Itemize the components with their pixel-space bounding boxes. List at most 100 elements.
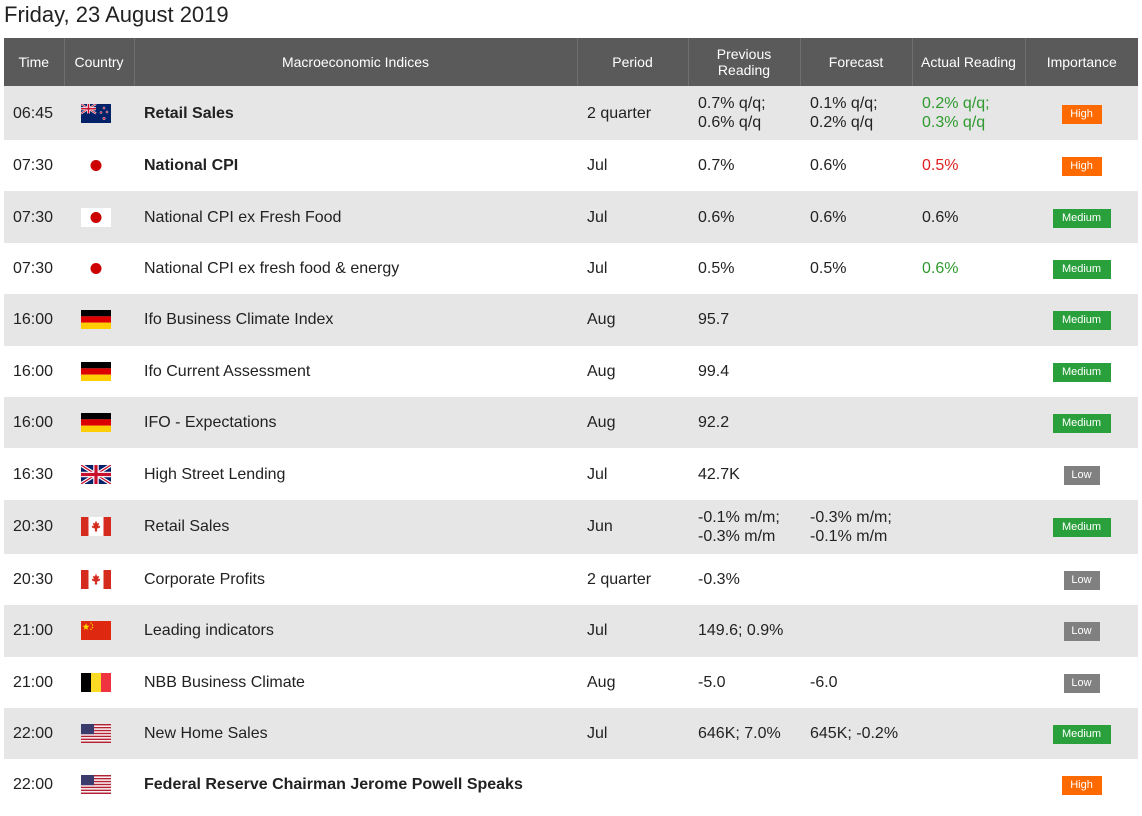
page-title: Friday, 23 August 2019 <box>4 2 229 27</box>
importance-badge: Low <box>1063 570 1100 590</box>
forecast <box>800 759 912 811</box>
value-line: -6.0 <box>810 673 838 691</box>
previous-reading: 42.7K <box>688 448 800 500</box>
forecast: 645K; -0.2% <box>800 707 912 760</box>
importance-badge: High <box>1061 104 1102 124</box>
country-cell <box>64 140 134 192</box>
col-header-previous[interactable]: Previous Reading <box>688 38 801 86</box>
table-row[interactable]: 22:00 New Home Sales Jul 646K; 7.0% 645K; -0… <box>4 707 1138 760</box>
table-row[interactable]: 07:30 National CPI ex Fresh Food Jul 0.6% 0.… <box>4 191 1138 243</box>
col-header-indices[interactable]: Macroeconomic Indices <box>134 38 578 86</box>
value-line: 0.6% <box>698 208 735 226</box>
actual-reading: 0.2% q/q; 0.3% q/q <box>912 86 1025 140</box>
indicator-name[interactable]: IFO - Expectations <box>134 396 577 449</box>
previous-reading: 95.7 <box>688 294 800 346</box>
indicator-name[interactable]: New Home Sales <box>134 707 577 760</box>
importance-badge: High <box>1061 157 1102 177</box>
indicator-name[interactable]: Leading indicators <box>134 605 577 657</box>
table-row[interactable]: 07:30 National CPI Jul 0.7% 0.6% 0.5% High <box>4 140 1138 192</box>
value-line: 0.7% q/q; <box>698 95 766 112</box>
forecast <box>800 294 912 346</box>
value-line: 92.2 <box>698 414 730 432</box>
jp-flag-icon <box>81 156 111 176</box>
table-header-row: Time Country Macroeconomic Indices Perio… <box>4 38 1138 86</box>
table-row[interactable]: 22:00 Federal Reserve Chairman Jerome Pow… <box>4 759 1138 811</box>
de-flag-icon <box>81 413 111 433</box>
table-row[interactable]: 20:30 Retail Sales Jun -0.1% m/m; -0.3% m/m -… <box>4 499 1138 554</box>
importance-badge: Low <box>1063 673 1100 693</box>
table-row[interactable]: 06:45 Retail Sales 2 quarter 0.7% q/q; 0.6% … <box>4 86 1138 140</box>
indicator-name[interactable]: Ifo Current Assessment <box>134 345 577 397</box>
previous-reading: 149.6; 0.9% <box>688 605 800 657</box>
col-header-period[interactable]: Period <box>577 38 689 86</box>
event-time: 07:30 <box>4 242 64 295</box>
indicator-name[interactable]: Retail Sales <box>134 499 577 554</box>
table-row[interactable]: 16:00 Ifo Business Climate Index Aug 95.7 Me… <box>4 294 1138 346</box>
previous-reading: 92.2 <box>688 396 800 449</box>
indicator-name[interactable]: NBB Business Climate <box>134 656 577 708</box>
table-row[interactable]: 20:30 Corporate Profits 2 quarter -0.3% Low <box>4 553 1138 606</box>
forecast: -6.0 <box>800 656 912 708</box>
country-cell <box>64 707 134 760</box>
us-flag-icon <box>81 775 111 795</box>
indicator-name[interactable]: High Street Lending <box>134 448 577 500</box>
period: 2 quarter <box>577 86 688 140</box>
value-line: 0.7% <box>698 157 735 175</box>
importance-cell: Low <box>1025 605 1138 657</box>
importance-badge: Medium <box>1052 518 1111 538</box>
previous-reading: 99.4 <box>688 345 800 397</box>
previous-reading: 0.5% <box>688 242 800 295</box>
country-cell <box>64 448 134 500</box>
country-cell <box>64 605 134 657</box>
value-line: -0.3% <box>698 570 740 588</box>
table-row[interactable]: 07:30 National CPI ex fresh food & energy… <box>4 242 1138 295</box>
value-line: 149.6; 0.9% <box>698 622 784 640</box>
ca-flag-icon <box>81 517 111 537</box>
event-time: 16:00 <box>4 294 64 346</box>
indicator-name[interactable]: Ifo Business Climate Index <box>134 294 577 346</box>
forecast <box>800 553 912 606</box>
period: Jul <box>577 140 688 192</box>
previous-reading: 0.7% <box>688 140 800 192</box>
be-flag-icon <box>81 672 111 692</box>
table-row[interactable]: 21:00 Leading indicators Jul 149.6; 0.9% Low <box>4 605 1138 657</box>
indicator-name[interactable]: National CPI ex fresh food & energy <box>134 242 577 295</box>
table-row[interactable]: 16:00 Ifo Current Assessment Aug 99.4 Medium <box>4 345 1138 397</box>
actual-reading <box>912 707 1025 760</box>
importance-cell: Medium <box>1025 345 1138 397</box>
importance-cell: High <box>1025 86 1138 140</box>
value-line: 0.6% <box>922 259 959 277</box>
indicator-name[interactable]: National CPI ex Fresh Food <box>134 191 577 243</box>
event-time: 22:00 <box>4 707 64 760</box>
indicator-name[interactable]: Federal Reserve Chairman Jerome Powell S… <box>134 759 577 811</box>
indicator-name[interactable]: National CPI <box>134 140 577 192</box>
country-cell <box>64 86 134 140</box>
nz-flag-icon <box>81 103 111 123</box>
col-header-country[interactable]: Country <box>64 38 135 86</box>
importance-cell: High <box>1025 140 1138 192</box>
forecast: 0.6% <box>800 140 912 192</box>
country-cell <box>64 294 134 346</box>
col-header-actual[interactable]: Actual Reading <box>912 38 1026 86</box>
table-row[interactable]: 16:30 High Street Lending Jul 42.7K Low <box>4 448 1138 500</box>
table-row[interactable]: 16:00 IFO - Expectations Aug 92.2 Medium <box>4 396 1138 449</box>
forecast: 0.6% <box>800 191 912 243</box>
us-flag-icon <box>81 724 111 744</box>
period: Aug <box>577 294 688 346</box>
value-line: 0.1% q/q; <box>810 95 878 112</box>
actual-reading: 0.6% <box>912 242 1025 295</box>
jp-flag-icon <box>81 258 111 278</box>
forecast <box>800 345 912 397</box>
indicator-name[interactable]: Corporate Profits <box>134 553 577 606</box>
col-header-forecast[interactable]: Forecast <box>800 38 913 86</box>
value-line: 0.6% <box>810 157 847 175</box>
indicator-name[interactable]: Retail Sales <box>134 86 577 140</box>
col-header-time[interactable]: Time <box>4 38 65 86</box>
importance-cell: Low <box>1025 656 1138 708</box>
actual-reading: 0.5% <box>912 140 1025 192</box>
value-line: 0.6% <box>922 208 959 226</box>
table-row[interactable]: 21:00 NBB Business Climate Aug -5.0 -6.0 Low <box>4 656 1138 708</box>
value-line: -0.3% m/m <box>698 527 776 545</box>
importance-badge: Low <box>1063 622 1100 642</box>
col-header-importance[interactable]: Importance <box>1025 38 1138 86</box>
